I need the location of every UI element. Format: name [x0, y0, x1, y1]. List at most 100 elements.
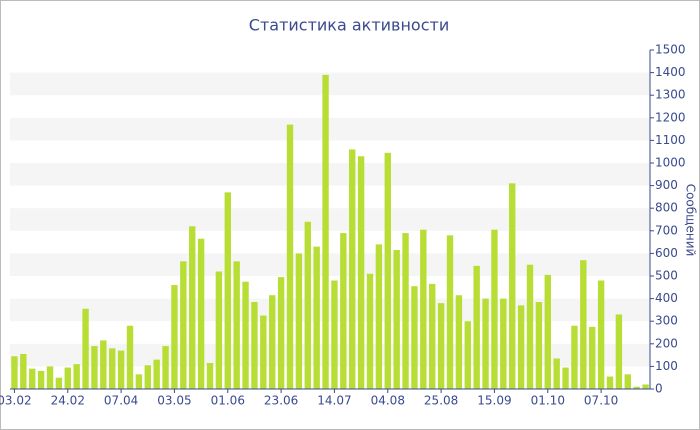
bar — [277, 277, 285, 389]
x-tick-label: 07.10 — [584, 394, 618, 408]
bar — [606, 376, 614, 389]
bar — [500, 298, 507, 389]
y-tick-label: 1500 — [655, 43, 686, 57]
bar — [135, 374, 143, 389]
bar — [215, 271, 223, 389]
x-tick-label: 23.06 — [264, 394, 298, 408]
bar — [624, 374, 631, 389]
y-tick-label: 1000 — [655, 156, 686, 170]
x-tick-label: 03.02 — [0, 394, 32, 408]
y-axis-label: Сообщений — [684, 184, 698, 257]
bar — [544, 274, 551, 389]
bar — [411, 286, 418, 389]
bar — [37, 370, 45, 389]
bar — [73, 364, 80, 389]
grid-band — [10, 163, 650, 186]
y-tick-label: 900 — [655, 178, 678, 192]
y-tick-label: 300 — [655, 314, 678, 328]
x-tick-label: 25.08 — [424, 394, 458, 408]
bar — [206, 363, 214, 389]
bar — [455, 295, 463, 389]
bar — [446, 235, 454, 389]
bar — [100, 340, 107, 389]
y-tick-label: 0 — [655, 382, 663, 396]
x-tick-label: 15.09 — [477, 394, 511, 408]
bar — [482, 298, 489, 389]
bar — [589, 326, 596, 389]
x-tick-label: 03.05 — [157, 394, 191, 408]
bar — [597, 280, 605, 389]
bar — [64, 367, 71, 389]
grid-band — [10, 208, 650, 231]
x-tick-label: 24.02 — [51, 394, 85, 408]
y-tick-label: 1100 — [655, 133, 686, 147]
y-tick-label: 600 — [655, 246, 678, 260]
bar — [109, 348, 116, 389]
y-tick-label: 200 — [655, 336, 678, 350]
y-tick-label: 1300 — [655, 88, 686, 102]
grid-band — [10, 253, 650, 276]
bar — [642, 384, 649, 389]
x-tick-label: 07.04 — [104, 394, 138, 408]
bar — [82, 308, 89, 389]
bar — [144, 365, 151, 389]
bar — [171, 285, 178, 389]
bar — [224, 192, 231, 389]
bar — [366, 273, 374, 389]
x-tick-label: 01.10 — [531, 394, 565, 408]
bar — [633, 386, 640, 389]
bar — [393, 250, 400, 389]
bar — [402, 233, 409, 389]
bar — [260, 315, 267, 389]
bar — [295, 253, 303, 389]
bar — [233, 261, 240, 389]
bar — [562, 367, 569, 389]
bar — [517, 305, 525, 389]
bar — [526, 264, 534, 389]
bar — [437, 303, 445, 389]
bar — [162, 346, 169, 389]
x-tick-label: 04.08 — [371, 394, 405, 408]
bar — [571, 325, 578, 389]
bar — [509, 183, 516, 389]
bar — [117, 350, 125, 389]
bar — [384, 152, 391, 389]
bar — [322, 74, 329, 390]
bar — [286, 124, 294, 389]
y-tick-label: 500 — [655, 269, 678, 283]
bar — [340, 233, 347, 389]
grid-band — [10, 72, 650, 96]
bar — [189, 226, 196, 389]
grid-band — [10, 298, 650, 322]
bar — [580, 260, 587, 389]
bar — [464, 321, 471, 389]
bar — [153, 359, 160, 389]
x-tick-label: 14.07 — [317, 394, 351, 408]
bar — [429, 283, 436, 389]
bar — [91, 346, 98, 389]
bar — [11, 356, 18, 389]
bar — [46, 366, 54, 389]
bar — [331, 280, 338, 389]
bar — [251, 301, 258, 389]
grid-band — [10, 343, 650, 367]
bar — [553, 358, 560, 389]
y-tick-label: 1200 — [655, 110, 686, 124]
bar — [357, 156, 365, 389]
x-tick-label: 01.06 — [211, 394, 245, 408]
bar — [420, 229, 427, 389]
y-tick-label: 800 — [655, 201, 678, 215]
bar — [242, 281, 249, 389]
bar — [20, 353, 27, 389]
y-tick-label: 1400 — [655, 65, 686, 79]
bar — [304, 221, 311, 389]
bar — [269, 295, 276, 389]
bar — [535, 301, 543, 389]
bar — [349, 149, 356, 389]
bar — [55, 377, 63, 389]
y-tick-label: 100 — [655, 359, 678, 373]
bar — [197, 238, 205, 389]
bar — [615, 314, 623, 389]
bar — [375, 244, 383, 389]
